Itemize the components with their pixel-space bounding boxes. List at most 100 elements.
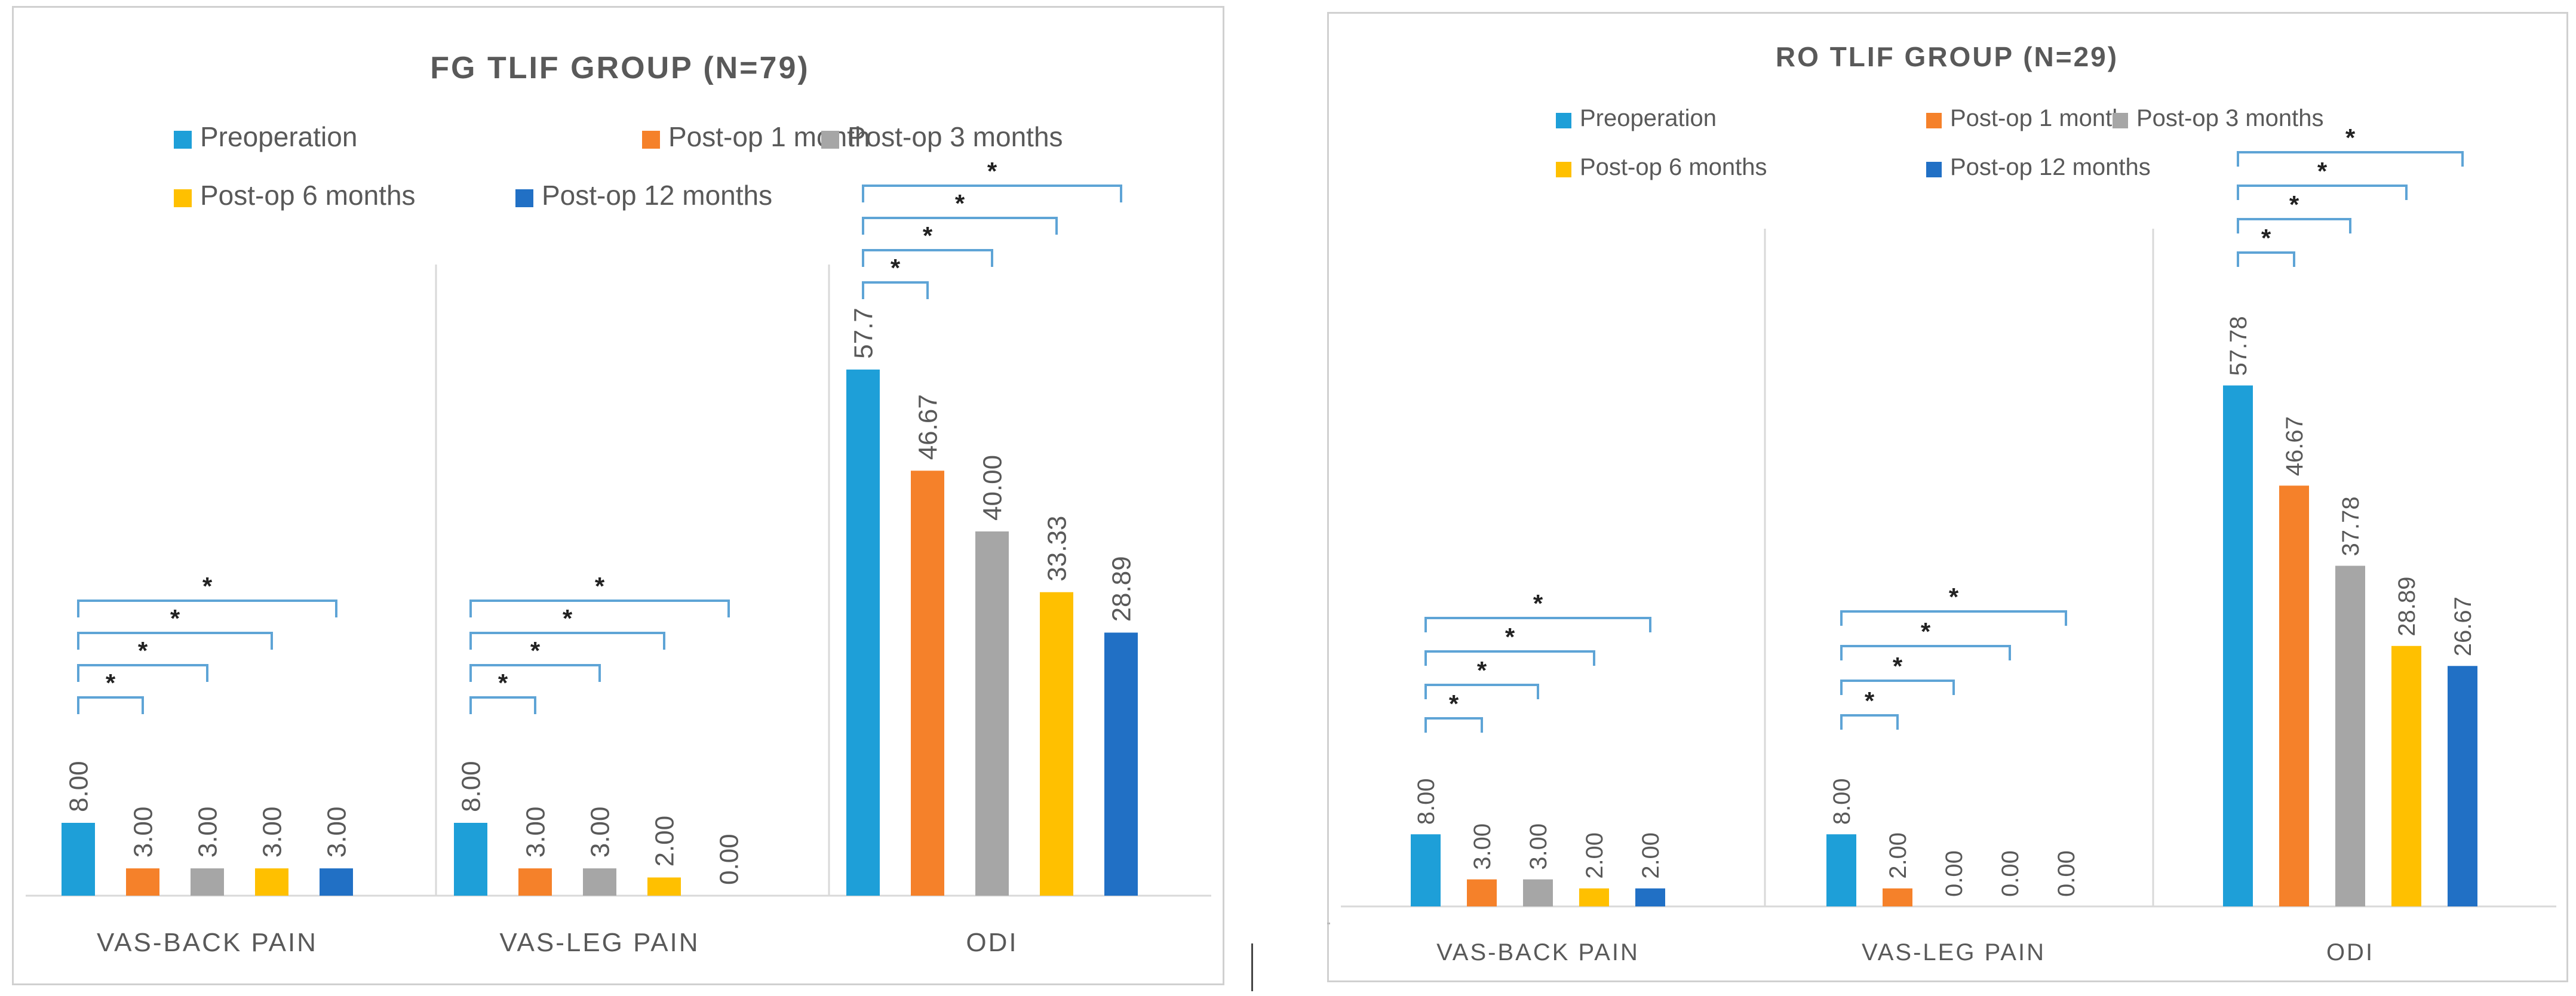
- significance-bracket: *: [862, 222, 993, 267]
- significance-bracket: *: [862, 189, 1058, 235]
- bar-post-op-1-month: [126, 868, 159, 896]
- chart-title: FG TLIF GROUP (N=79): [430, 51, 809, 85]
- bar-preoperation: [62, 823, 95, 896]
- category-label: VAS-LEG PAIN: [499, 928, 699, 957]
- significance-bracket: *: [862, 254, 929, 299]
- legend-label: Post-op 3 months: [2136, 105, 2324, 131]
- ro-tlif-chart: RO TLIF GROUP (N=29) Preoperation Post-op …: [1341, 41, 2556, 966]
- bracket-line: [862, 217, 1058, 235]
- legend-swatch: [174, 131, 192, 149]
- bracket-line: [1424, 617, 1651, 632]
- data-label: 3.00: [1525, 823, 1552, 870]
- bar-post-op-3-months: [583, 868, 616, 896]
- significance-star: *: [923, 222, 933, 250]
- data-label: 2.00: [650, 816, 679, 867]
- significance-star: *: [1865, 687, 1875, 715]
- bracket-line: [862, 281, 929, 299]
- significance-star: *: [2317, 157, 2328, 185]
- significance-bracket: *: [1840, 583, 2067, 626]
- group-vas-leg-pain: 8.00 2.00 0.00 0.00 0.00 VAS-LEG PAIN * * * *: [1826, 583, 2080, 966]
- bar-post-op-6-months: [647, 877, 681, 896]
- legend-label: Post-op 12 months: [542, 180, 772, 211]
- chart-title: RO TLIF GROUP (N=29): [1776, 41, 2118, 72]
- legend-item-post-op-12-months: Post-op 12 months: [1926, 154, 2151, 180]
- significance-star: *: [106, 669, 116, 697]
- legend-item-post-op-1-month: Post-op 1 month: [1926, 105, 2126, 131]
- group-odi: 57.78 46.67 37.78 28.89 26.67 ODI * * * *: [2223, 124, 2477, 966]
- bracket-line: [862, 249, 993, 267]
- bar-post-op-3-months: [1523, 879, 1553, 906]
- data-label: 0.00: [714, 834, 744, 885]
- fg-tlif-chart-panel: FG TLIF GROUP (N=79) Preoperation Post-op …: [12, 6, 1224, 985]
- legend-swatch: [174, 189, 192, 207]
- category-label: VAS-LEG PAIN: [1862, 939, 2046, 966]
- data-label: 3.00: [257, 807, 287, 858]
- bar-post-op-1-month: [1883, 888, 1912, 906]
- legend-swatch: [1556, 162, 1571, 177]
- legend-label: Post-op 1 month: [1950, 105, 2126, 131]
- data-label: 2.00: [1885, 832, 1911, 879]
- category-label: VAS-BACK PAIN: [1436, 939, 1639, 966]
- data-label: 46.67: [913, 394, 942, 460]
- significance-star: *: [955, 189, 965, 217]
- data-label: 8.00: [1413, 778, 1439, 825]
- page-tick: [1327, 923, 1330, 924]
- significance-star: *: [2261, 224, 2271, 252]
- bracket-line: [77, 632, 273, 650]
- data-label: 3.00: [585, 807, 615, 858]
- legend-item-post-op-6-months: Post-op 6 months: [174, 180, 416, 211]
- legend-swatch: [642, 131, 660, 149]
- legend-label: Post-op 6 months: [1580, 154, 1767, 180]
- bar-post-op-1-month: [2279, 485, 2309, 906]
- legend-swatch: [515, 189, 533, 207]
- data-label: 3.00: [521, 807, 550, 858]
- data-label: 8.00: [1829, 778, 1855, 825]
- bracket-line: [1424, 684, 1539, 699]
- significance-star: *: [170, 604, 180, 632]
- legend-label: Post-op 3 months: [848, 121, 1063, 152]
- significance-star: *: [1477, 656, 1487, 684]
- bracket-line: [1840, 714, 1899, 730]
- data-label: 0.00: [1941, 850, 1967, 897]
- data-label: 3.00: [193, 807, 222, 858]
- significance-star: *: [498, 669, 508, 697]
- data-label: 3.00: [322, 807, 351, 858]
- data-label: 28.89: [2394, 577, 2420, 637]
- significance-bracket: *: [469, 604, 665, 650]
- bar-preoperation: [1411, 834, 1441, 906]
- data-label: 0.00: [1997, 850, 2024, 897]
- significance-bracket: *: [77, 669, 144, 714]
- bracket-line: [77, 664, 208, 682]
- data-label: 8.00: [64, 761, 93, 812]
- bracket-line: [2237, 251, 2295, 267]
- significance-bracket: *: [1424, 690, 1483, 733]
- bar-post-op-1-month: [1467, 879, 1497, 906]
- bar-post-op-6-months: [2391, 645, 2421, 906]
- significance-star: *: [595, 572, 605, 600]
- significance-star: *: [1505, 623, 1515, 651]
- bar-post-op-6-months: [1579, 888, 1609, 906]
- data-label: 46.67: [2282, 416, 2308, 476]
- bracket-line: [469, 600, 730, 617]
- data-label: 3.00: [1469, 823, 1496, 870]
- significance-bracket: *: [77, 604, 273, 650]
- legend-label: Preoperation: [1580, 105, 1717, 131]
- legend-item-preoperation: Preoperation: [174, 121, 357, 152]
- group-vas-back-pain: 8.00 3.00 3.00 2.00 2.00 VAS-BACK PAIN * * * *: [1411, 589, 1665, 966]
- bracket-line: [1840, 645, 2011, 660]
- data-label: 2.00: [1582, 832, 1608, 879]
- bracket-line: [862, 185, 1122, 202]
- significance-bracket: *: [1424, 623, 1595, 666]
- bracket-line: [77, 696, 144, 714]
- bar-post-op-12-months: [2448, 666, 2477, 906]
- significance-bracket: *: [469, 669, 536, 714]
- significance-bracket: *: [77, 572, 337, 617]
- group-odi: 57.7 46.67 40.00 33.33 28.89 ODI * * * *: [846, 157, 1138, 957]
- bar-preoperation: [454, 823, 487, 896]
- significance-star: *: [1921, 617, 1931, 645]
- bar-post-op-6-months: [1040, 592, 1073, 896]
- bracket-line: [1424, 717, 1483, 733]
- page-divider: [1251, 943, 1253, 991]
- bar-post-op-12-months: [1104, 632, 1138, 896]
- legend-swatch: [1926, 113, 1942, 128]
